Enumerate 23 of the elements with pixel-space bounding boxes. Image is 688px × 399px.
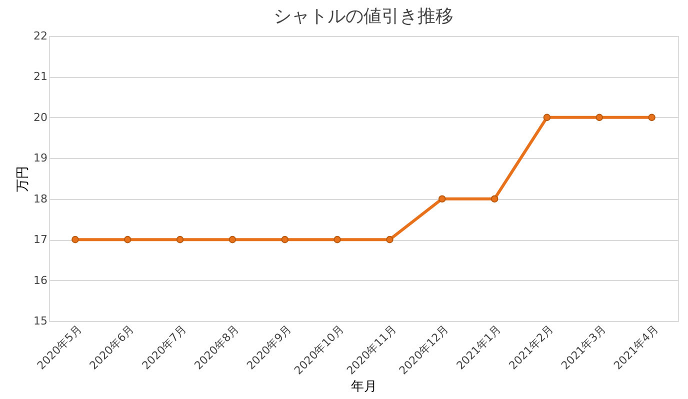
point <box>648 114 656 122</box>
point <box>438 195 446 203</box>
y-tick-label: 21 <box>34 70 48 84</box>
point <box>124 236 132 244</box>
y-tick-label: 16 <box>34 274 48 287</box>
point <box>543 114 551 122</box>
y-tick-label: 18 <box>34 192 48 206</box>
point <box>490 195 498 203</box>
y-tick-label: 17 <box>34 233 48 246</box>
point <box>176 236 184 244</box>
y-tick-label: 22 <box>34 30 48 42</box>
y-axis-title: 万円 <box>16 166 31 192</box>
y-tick-label: 15 <box>34 314 48 328</box>
point <box>228 236 236 244</box>
point <box>334 236 341 244</box>
point <box>386 236 394 244</box>
point <box>596 114 604 122</box>
point <box>72 236 79 244</box>
chart-title: シャトルの値引き推移 <box>274 6 454 27</box>
y-tick-label: 20 <box>34 110 48 124</box>
y-tick-label: 19 <box>34 152 48 165</box>
x-axis-title: 年月 <box>351 380 377 395</box>
point <box>281 236 289 244</box>
